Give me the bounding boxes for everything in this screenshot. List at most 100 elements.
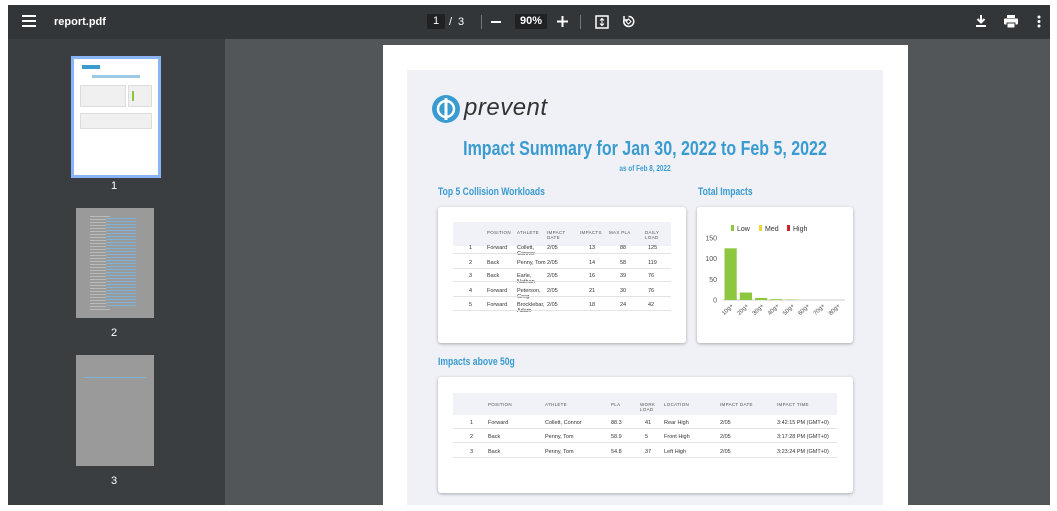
chart-card	[697, 207, 853, 343]
section-heading: Top 5 Collision Workloads	[438, 186, 545, 198]
table-cell: 2/05	[547, 273, 558, 279]
thumbnail-1[interactable]	[71, 56, 161, 178]
download-button[interactable]	[975, 15, 987, 28]
rotate-button[interactable]	[621, 14, 636, 29]
table-cell: Back	[487, 260, 500, 266]
legend-label: Low	[737, 226, 751, 233]
bar	[724, 248, 737, 300]
row-divider	[453, 296, 671, 297]
table-cell: 1	[470, 420, 474, 426]
x-tick-label: 40g+	[767, 303, 781, 317]
table-cell: 58	[620, 260, 627, 266]
table-cell: 2/05	[720, 434, 731, 440]
print-button[interactable]	[1004, 15, 1018, 28]
table-cell: 13	[589, 245, 596, 251]
thumbnail-2[interactable]	[76, 208, 154, 318]
table-cell: Penny, Tom	[545, 449, 574, 455]
table-cell: Front High	[664, 434, 690, 440]
table-cell: 37	[645, 449, 652, 455]
x-tick-label: 70g+	[813, 303, 827, 317]
thumbnail-label: 1	[110, 180, 118, 192]
section-heading: Impacts above 50g	[438, 356, 515, 368]
table-cell: 21	[589, 288, 596, 294]
fit-page-button[interactable]	[595, 15, 609, 29]
bar	[739, 292, 752, 300]
filename: report.pdf	[54, 16, 106, 28]
column-header: PLA	[611, 402, 621, 407]
column-header: LOCATION	[664, 402, 690, 407]
table-cell: 2	[470, 434, 474, 440]
zoom-in-button[interactable]	[557, 16, 568, 27]
legend-swatch	[731, 225, 734, 231]
table-cell: Back	[487, 273, 500, 279]
y-tick-label: 0	[713, 298, 717, 305]
table-cell: 2/05	[547, 245, 558, 251]
column-header: IMPACT DATE	[720, 402, 753, 407]
table-cell: 3:42:15 PM (GMT+0)	[777, 420, 829, 426]
x-tick-label: 30g+	[752, 303, 766, 317]
table-cell: 2/05	[547, 260, 558, 266]
table-cell: Collett, Connor	[545, 420, 582, 426]
table-cell: 16	[589, 273, 596, 279]
x-tick-label: 50g+	[782, 303, 796, 317]
table-cell: 2/05	[547, 302, 558, 308]
table-cell: 54.8	[611, 449, 622, 455]
row-divider	[453, 457, 837, 458]
page-total: 3	[458, 16, 465, 28]
table-cell: 88	[620, 245, 627, 251]
table-cell: Forward	[487, 288, 508, 294]
more-button[interactable]	[1037, 15, 1041, 28]
table-cell: 76	[648, 273, 655, 279]
y-tick-label: 50	[709, 277, 717, 284]
table-cell: 3	[470, 449, 474, 455]
table-cell: Penny, Tom	[517, 260, 546, 266]
table-cell: Forward	[487, 245, 508, 251]
table-cell: 24	[620, 302, 627, 308]
chart: 0 50 100 150 Low Med High 10g+ 20g+ 30g+ 40g+ 50g+ 6…	[705, 225, 845, 317]
row-divider	[453, 428, 837, 429]
table-cell: Collett, Connor	[517, 245, 536, 257]
table-cell: 3	[469, 273, 473, 279]
legend-swatch	[787, 225, 790, 231]
table-cell: Rear High	[664, 420, 689, 426]
table-cell: 2/05	[720, 420, 731, 426]
row-divider	[453, 310, 671, 311]
table-cell: Back	[488, 434, 501, 440]
zoom-input[interactable]: 90%	[515, 14, 547, 29]
zoom-out-button[interactable]	[491, 21, 501, 23]
table-cell: 5	[469, 302, 473, 308]
table-cell: 42	[648, 302, 655, 308]
table-cell: Left High	[664, 449, 687, 455]
logo-icon	[432, 95, 460, 123]
table-cell: 88.3	[611, 420, 622, 426]
page-separator: /	[449, 16, 453, 28]
row-divider	[453, 281, 671, 282]
row-divider	[453, 253, 671, 254]
column-header: IMPACT TIME	[777, 402, 809, 407]
table-cell: Forward	[487, 302, 508, 308]
report-subtitle: as of Feb 8, 2022	[619, 164, 671, 173]
table-cell: 4	[469, 288, 473, 294]
table-cell: 125	[648, 245, 658, 251]
table-cell: 2/05	[547, 288, 558, 294]
menu-button[interactable]	[22, 15, 36, 27]
table-cell: 41	[645, 420, 652, 426]
column-header: IMPACTS	[580, 230, 602, 235]
table-cell: Peterson, Greg	[517, 288, 541, 300]
x-tick-label: 60g+	[797, 303, 811, 317]
table-cell: Brocklebar, Adam	[517, 302, 545, 314]
page-input[interactable]: 1	[427, 14, 445, 29]
table-cell: 1	[469, 245, 473, 251]
bar	[770, 299, 783, 300]
table-cell: Earle, Nathan	[517, 273, 535, 285]
table-cell: 2/05	[720, 449, 731, 455]
column-header: WORK LOAD	[640, 402, 656, 412]
table-cell: 3:17:28 PM (GMT+0)	[777, 434, 829, 440]
column-header: ATHLETE	[517, 230, 540, 235]
section-heading: Total Impacts	[698, 186, 753, 198]
table-cell: 2	[469, 260, 473, 266]
table-cell: 76	[648, 288, 655, 294]
thumbnail-3[interactable]	[76, 355, 154, 466]
table-cell: Back	[488, 449, 501, 455]
table-cell: 58.9	[611, 434, 622, 440]
